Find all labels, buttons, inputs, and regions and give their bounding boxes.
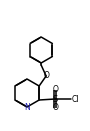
Text: O: O: [52, 86, 58, 94]
Text: N: N: [24, 102, 30, 111]
Text: O: O: [43, 72, 49, 81]
Text: Cl: Cl: [72, 94, 80, 103]
Text: O: O: [52, 103, 58, 113]
Text: S: S: [52, 94, 58, 103]
